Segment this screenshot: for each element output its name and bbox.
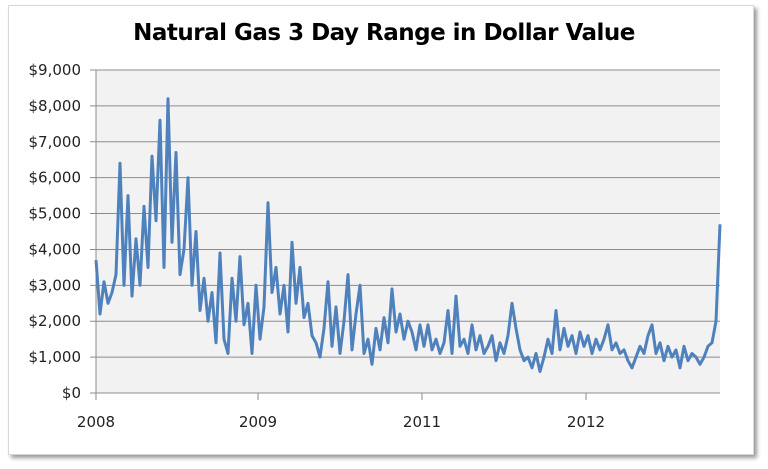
y-tick-label: $6,000 bbox=[29, 169, 82, 187]
x-tick-label: 2008 bbox=[77, 413, 115, 431]
chart-title: Natural Gas 3 Day Range in Dollar Value bbox=[133, 20, 635, 46]
y-tick-label: $3,000 bbox=[29, 276, 82, 294]
x-tick-label: 2009 bbox=[239, 413, 277, 431]
y-tick-label: $8,000 bbox=[29, 97, 82, 115]
y-tick-label: $1,000 bbox=[29, 348, 82, 366]
x-tick-label: 2012 bbox=[567, 413, 605, 431]
y-tick-label: $5,000 bbox=[29, 205, 82, 223]
y-tick-label: $0 bbox=[62, 384, 81, 402]
y-tick-label: $2,000 bbox=[29, 312, 82, 330]
x-tick-label: 2011 bbox=[403, 413, 441, 431]
y-tick-label: $4,000 bbox=[29, 240, 82, 258]
y-tick-label: $9,000 bbox=[29, 61, 82, 79]
plot-area bbox=[96, 70, 720, 393]
y-tick-label: $7,000 bbox=[29, 133, 82, 151]
series-line bbox=[94, 97, 722, 373]
